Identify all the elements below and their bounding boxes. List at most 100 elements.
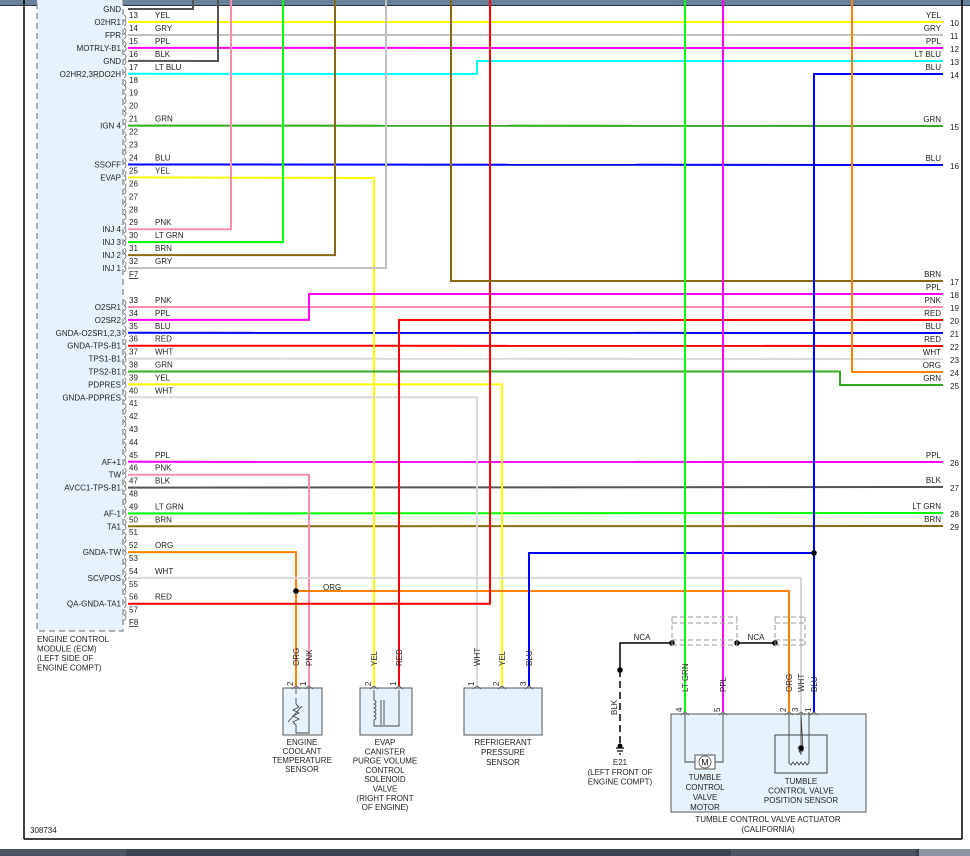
terminal-icon (394, 685, 404, 690)
wire-color-label: LT GRN (912, 502, 941, 511)
wire-pin-47 (127, 486, 944, 489)
ect-label: TEMPERATURE (272, 756, 332, 765)
pin-number: 22 (129, 128, 138, 137)
wire-pin-56 (128, 0, 491, 605)
connector-cavity-icon (123, 118, 127, 130)
pin-number: 14 (129, 24, 138, 33)
wire-color-label: ORG (323, 583, 341, 592)
ecm-label: ENGINE CONTROL (37, 635, 110, 644)
ecm-signal-label: TW (109, 471, 122, 480)
pin-number: 53 (129, 554, 138, 563)
wire-pin-24 (127, 163, 944, 166)
pin-number: 1 (299, 681, 308, 686)
ecm-signal-label: TPS2-B1 (89, 368, 122, 377)
motor-wiring (684, 714, 724, 763)
ecm-signal-label: AVCC1-TPS-B1 (64, 484, 121, 493)
terminal-number: 16 (950, 162, 959, 171)
pin-number: 26 (129, 179, 138, 188)
evap-label: CONTROL (365, 766, 405, 775)
pin-number: 45 (129, 451, 138, 460)
ground-id: E21 (613, 758, 628, 767)
wire-color-label: YEL (498, 650, 507, 666)
wire-pin-17 (127, 60, 943, 76)
ect-label: SENSOR (285, 765, 319, 774)
ground-location-label: ENGINE COMPT) (588, 778, 653, 787)
ecm-signal-label: O2SR2 (95, 316, 122, 325)
ecm-signal-label: TA1 (107, 522, 122, 531)
wire-refrig-blu (528, 552, 814, 686)
terminal-number: 19 (950, 304, 959, 313)
pin-number: 43 (129, 425, 138, 434)
connector-cavity-icon (123, 377, 127, 389)
pin-number: 52 (129, 541, 138, 550)
ecm-signal-label: INJ 3 (102, 238, 121, 247)
wire-color-label: WHT (473, 648, 482, 666)
connector-cavity-icon (123, 493, 127, 505)
connector-cavity-icon (123, 557, 127, 570)
connector-cavity-icon (123, 208, 127, 221)
ecm-signal-label: AF-1 (104, 509, 122, 518)
ecm-signal-label: QA-GNDA-TA1 (67, 600, 122, 609)
wire-color-label: BLU (155, 153, 171, 162)
terminal-number: 26 (950, 459, 959, 468)
connector-cavity-icon (123, 441, 127, 454)
connector-cavity-icon (123, 325, 127, 338)
wire-pin-38 (128, 370, 943, 386)
pin-number: 23 (129, 141, 138, 150)
connector-cavity-icon (123, 570, 127, 583)
pin-number: 24 (129, 153, 138, 162)
bottom-bar-segment (919, 849, 970, 856)
evap-label: (RIGHT FRONT (356, 794, 413, 803)
pin-number: 50 (129, 515, 138, 524)
wire-color-label: PPL (926, 37, 942, 46)
wire-color-label: PNK (155, 218, 172, 227)
shield-icon (671, 616, 738, 646)
pin-number: 3 (519, 681, 528, 686)
refrigerant-label: PRESSURE (481, 748, 525, 757)
terminal-icon (784, 711, 794, 716)
motor-label: VALVE (693, 793, 718, 802)
wire-color-label: PPL (926, 451, 942, 460)
wire-color-label: YEL (155, 11, 171, 20)
connector-cavity-icon (123, 338, 127, 351)
pin-number: 42 (129, 412, 138, 421)
terminal-number: 18 (950, 291, 959, 300)
pin-number: 1 (804, 707, 813, 712)
pin-number: 2 (364, 681, 373, 686)
wire-color-label: GRY (155, 24, 173, 33)
wire-color-label: ORG (785, 674, 794, 692)
connector-cavity-icon (123, 66, 127, 79)
terminal-number: 21 (950, 330, 959, 339)
drain-wire (619, 642, 672, 670)
pin-number: 55 (129, 580, 138, 589)
ecm-signal-label: O2HR1 (94, 18, 121, 27)
wire-color-label: BRN (155, 515, 172, 524)
connector-cavity-icon (123, 247, 127, 260)
pin-number: 47 (129, 477, 138, 486)
terminal-number: 17 (950, 278, 959, 287)
wire-color-label: RED (155, 335, 172, 344)
ecm-signal-label: GNDA-TW (83, 548, 122, 557)
pin-number: 44 (129, 438, 138, 447)
wire-term-17 (450, 0, 943, 282)
connector-cavity-icon (123, 53, 127, 66)
connector-cavity-icon (123, 183, 127, 195)
wire-color-label: LT BLU (155, 63, 182, 72)
wire-color-label: LT GRN (681, 663, 690, 692)
pin-number: 28 (129, 205, 138, 214)
connector-id: F7 (129, 270, 139, 279)
wire-color-label: ORG (155, 541, 173, 550)
pin-number: 34 (129, 309, 138, 318)
pin-number: 15 (129, 37, 138, 46)
ecm-signal-label: SCVPOS (88, 574, 121, 583)
refrigerant-label: REFRIGERANT (474, 738, 531, 747)
terminal-icon (524, 685, 534, 690)
connector-cavity-icon (123, 27, 127, 40)
connector-cavity-icon (123, 364, 127, 376)
connector-cavity-icon (123, 40, 127, 53)
connector-cavity-icon (123, 157, 127, 169)
ecm-signal-label: INJ 2 (102, 251, 121, 260)
splice-dot (798, 745, 804, 751)
ecm-signal-label: GNDA-TPS-B1 (67, 342, 121, 351)
